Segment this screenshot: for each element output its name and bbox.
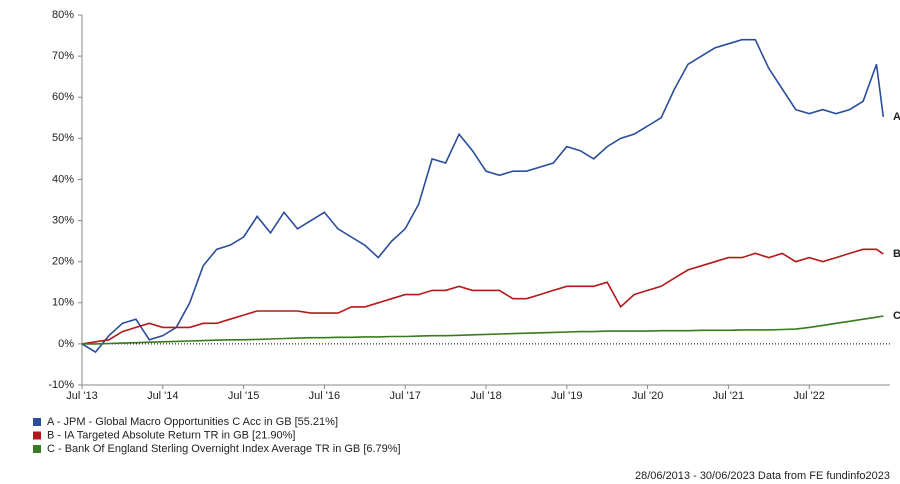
x-tick-label: Jul '14 [147,390,178,402]
series-line [81,248,884,345]
x-tick-label: Jul '13 [66,390,97,402]
y-tick-label: 30% [52,214,74,226]
legend-label: A - JPM - Global Macro Opportunities C A… [47,416,338,428]
series-end-label: A [893,111,900,123]
y-tick-label: 80% [52,9,74,21]
legend-label: C - Bank Of England Sterling Overnight I… [47,443,401,455]
legend-swatch [33,418,41,426]
x-tick-label: Jul '21 [713,390,744,402]
x-tick-label: Jul '22 [793,390,824,402]
y-tick-label: 70% [52,50,74,62]
x-tick-label: Jul '17 [389,390,420,402]
x-tick-label: Jul '20 [632,390,663,402]
y-tick-label: 50% [52,132,74,144]
y-tick-label: 40% [52,173,74,185]
y-tick-label: 0% [58,338,74,350]
y-tick-label: 20% [52,256,74,268]
x-tick-label: Jul '15 [228,390,259,402]
legend-swatch [33,445,41,453]
y-tick-label: 60% [52,91,74,103]
series-line [82,315,884,345]
legend-label: B - IA Targeted Absolute Return TR in GB… [47,429,295,441]
y-tick-label: 10% [52,297,74,309]
x-tick-label: Jul '16 [309,390,340,402]
series-end-label: C [893,310,900,322]
legend-swatch [33,431,41,440]
y-tick-label: -10% [48,379,74,391]
series-line [81,38,885,354]
source-note: 28/06/2013 - 30/06/2023 Data from FE fun… [635,470,890,482]
x-tick-label: Jul '18 [470,390,501,402]
x-tick-label: Jul '19 [551,390,582,402]
series-end-label: B [893,248,900,260]
